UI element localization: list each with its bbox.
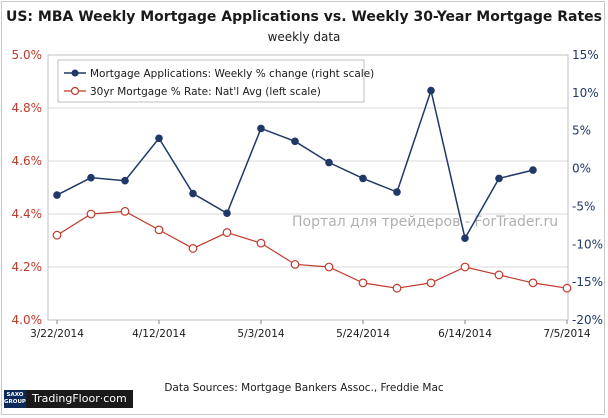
right-tick-label: -5%	[572, 199, 595, 213]
applications-point	[359, 174, 367, 183]
rate-point	[120, 206, 130, 216]
applications-point	[427, 86, 435, 95]
right-tick-label: -15%	[572, 275, 603, 289]
applications-point	[495, 174, 503, 183]
x-tick-label: 6/14/2014	[438, 328, 492, 340]
rate-point	[86, 209, 96, 219]
right-tick-label: -20%	[572, 313, 603, 327]
legend-rate-marker	[70, 86, 80, 96]
x-tick-label: 4/12/2014	[132, 328, 186, 340]
series-applications	[53, 86, 537, 243]
rate-point	[426, 278, 436, 288]
right-tick-label: 10%	[572, 86, 599, 100]
rate-point	[392, 283, 402, 293]
left-tick-label: 4.8%	[12, 101, 43, 115]
left-tick-label: 4.6%	[12, 154, 43, 168]
legend-box	[57, 59, 365, 103]
rate-point	[324, 262, 334, 272]
legend-rate-label: 30yr Mortgage % Rate: Nat'l Avg (left sc…	[90, 86, 321, 98]
rate-point	[562, 283, 572, 293]
tradingfloor-wordmark: TradingFloor·com	[32, 392, 127, 405]
right-tick-label: -10%	[572, 237, 603, 251]
applications-point	[53, 191, 61, 199]
saxo-badge: SAXO GROUP	[4, 390, 26, 408]
applications-point	[223, 209, 231, 218]
rate-point	[154, 225, 164, 235]
series-rate	[52, 206, 572, 293]
applications-point	[189, 189, 197, 198]
applications-point	[325, 158, 333, 167]
chart-subtitle: weekly data	[267, 30, 341, 44]
rate-point	[358, 278, 368, 288]
plot-area-border	[47, 54, 569, 321]
legend-applications-label: Mortgage Applications: Weekly % change (…	[90, 68, 374, 80]
right-tick-label: 15%	[572, 48, 599, 62]
applications-point	[529, 166, 537, 174]
rate-point	[52, 230, 62, 240]
applications-point	[87, 173, 95, 182]
right-tick-label: 5%	[572, 124, 591, 138]
x-tick-label: 5/3/2014	[237, 328, 284, 340]
right-axis-ticks: -20% -15% -10% -5% 0% 5% 10% 15%	[572, 48, 603, 327]
x-tick-label: 7/5/2014	[543, 328, 590, 340]
legend-applications-marker	[71, 69, 79, 77]
rate-point	[528, 278, 538, 288]
rate-point	[460, 262, 470, 272]
right-tick-label: 0%	[572, 162, 591, 176]
rate-point	[494, 270, 504, 280]
chart-title: US: MBA Weekly Mortgage Applications vs.…	[5, 9, 603, 25]
left-tick-label: 4.0%	[12, 313, 43, 327]
left-tick-label: 5.0%	[12, 48, 43, 62]
applications-point	[155, 134, 163, 143]
x-tick-label: 3/22/2014	[30, 328, 84, 340]
applications-point	[291, 137, 299, 146]
rate-line	[56, 210, 568, 289]
left-tick-label: 4.4%	[12, 207, 43, 221]
x-tick-label: 5/24/2014	[336, 328, 390, 340]
rate-point	[290, 259, 300, 269]
x-axis-ticks: 3/22/2014 4/12/2014 5/3/2014 5/24/2014 6/14/…	[30, 320, 591, 340]
applications-point	[121, 176, 129, 185]
applications-point	[257, 124, 265, 133]
data-source: Data Sources: Mortgage Bankers Assoc., F…	[164, 382, 444, 394]
watermark: Портал для трейдеров - ForTrader.ru	[292, 214, 558, 230]
legend: Mortgage Applications: Weekly % change (…	[57, 59, 374, 103]
rate-point	[188, 244, 198, 253]
left-tick-label: 4.2%	[12, 260, 43, 274]
rate-point	[256, 238, 266, 248]
applications-point	[461, 234, 469, 243]
tradingfloor-logo: SAXO GROUP TradingFloor·com	[4, 390, 133, 408]
applications-point	[393, 188, 401, 196]
left-axis-ticks: 4.0% 4.2% 4.4% 4.6% 4.8% 5.0%	[12, 48, 43, 327]
rate-point	[222, 228, 232, 237]
